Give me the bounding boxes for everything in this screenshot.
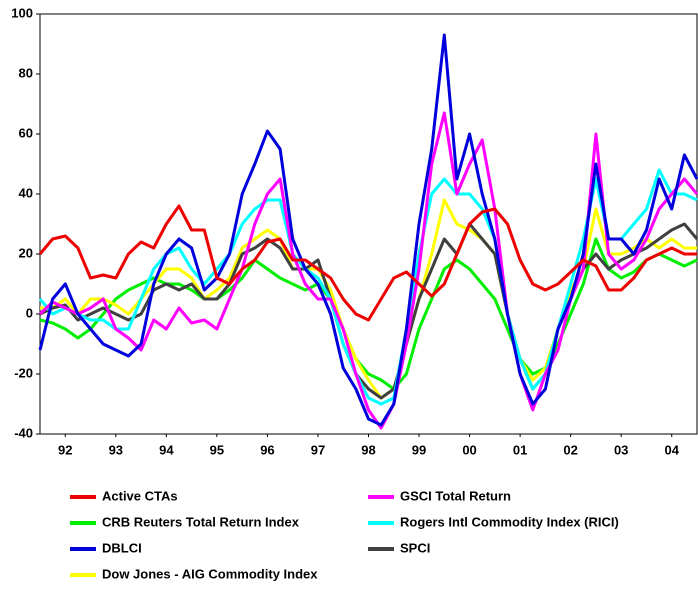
series-line [38, 168, 698, 406]
legend-label: SPCI [400, 540, 430, 555]
y-tick-label: -40 [14, 425, 33, 440]
x-tick-label: 95 [210, 442, 224, 457]
x-tick-label: 94 [159, 442, 174, 457]
legend-label: Rogers Intl Commodity Index (RICI) [400, 514, 619, 529]
legend-label: GSCI Total Return [400, 488, 511, 503]
x-tick-label: 00 [462, 442, 476, 457]
y-tick-label: 60 [19, 125, 33, 140]
legend-label: DBLCI [102, 540, 142, 555]
plot-frame [39, 13, 698, 435]
x-tick-label: 99 [412, 442, 426, 457]
x-tick-label: 92 [58, 442, 72, 457]
series-line [38, 204, 697, 322]
y-tick-label: 40 [19, 185, 33, 200]
legend-label: Dow Jones - AIG Commodity Index [102, 566, 318, 581]
x-tick-label: 03 [614, 442, 628, 457]
x-tick-label: 93 [109, 442, 123, 457]
series-line [38, 33, 698, 427]
x-tick-label: 04 [664, 442, 679, 457]
legend-label: CRB Reuters Total Return Index [102, 514, 300, 529]
series-line [40, 198, 697, 400]
y-tick-label: 80 [19, 65, 33, 80]
legend-label: Active CTAs [102, 488, 178, 503]
x-tick-label: 96 [260, 442, 274, 457]
y-tick-label: -20 [14, 365, 33, 380]
x-tick-label: 02 [563, 442, 577, 457]
x-tick-label: 97 [311, 442, 325, 457]
x-tick-label: 01 [513, 442, 527, 457]
y-tick-label: 0 [26, 305, 33, 320]
y-tick-label: 20 [19, 245, 33, 260]
x-tick-label: 98 [361, 442, 375, 457]
y-tick-label: 100 [11, 5, 33, 20]
